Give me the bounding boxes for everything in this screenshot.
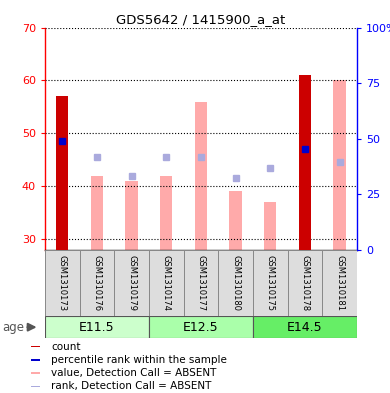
Bar — [287, 250, 322, 316]
Bar — [80, 250, 114, 316]
Bar — [31, 386, 40, 387]
Bar — [264, 202, 276, 250]
Bar — [31, 359, 40, 360]
Bar — [253, 250, 287, 316]
Bar — [45, 316, 149, 338]
Bar — [299, 75, 311, 250]
Text: value, Detection Call = ABSENT: value, Detection Call = ABSENT — [51, 368, 216, 378]
Bar — [31, 346, 40, 347]
Bar — [218, 250, 253, 316]
Text: GSM1310176: GSM1310176 — [92, 255, 101, 311]
Text: E11.5: E11.5 — [79, 321, 115, 334]
Text: percentile rank within the sample: percentile rank within the sample — [51, 355, 227, 365]
Text: GSM1310178: GSM1310178 — [300, 255, 309, 311]
Bar — [45, 250, 80, 316]
Text: GSM1310177: GSM1310177 — [196, 255, 206, 311]
Bar — [195, 101, 207, 250]
Bar — [149, 250, 184, 316]
Bar — [184, 250, 218, 316]
Title: GDS5642 / 1415900_a_at: GDS5642 / 1415900_a_at — [116, 13, 285, 26]
Bar — [91, 176, 103, 250]
Text: E12.5: E12.5 — [183, 321, 219, 334]
Bar — [56, 96, 68, 250]
Bar — [322, 250, 357, 316]
Bar — [114, 250, 149, 316]
Bar — [149, 316, 253, 338]
Bar — [253, 316, 357, 338]
Text: GSM1310180: GSM1310180 — [231, 255, 240, 311]
Text: GSM1310173: GSM1310173 — [58, 255, 67, 311]
Text: GSM1310175: GSM1310175 — [266, 255, 275, 311]
Text: rank, Detection Call = ABSENT: rank, Detection Call = ABSENT — [51, 381, 211, 391]
Bar — [160, 176, 172, 250]
Bar — [229, 191, 241, 250]
Text: age: age — [2, 321, 24, 334]
Text: GSM1310174: GSM1310174 — [162, 255, 171, 311]
Text: GSM1310181: GSM1310181 — [335, 255, 344, 311]
Text: E14.5: E14.5 — [287, 321, 323, 334]
Text: GSM1310179: GSM1310179 — [127, 255, 136, 311]
Bar — [333, 81, 346, 250]
Bar — [31, 373, 40, 374]
Bar — [126, 181, 138, 250]
Text: count: count — [51, 342, 80, 352]
